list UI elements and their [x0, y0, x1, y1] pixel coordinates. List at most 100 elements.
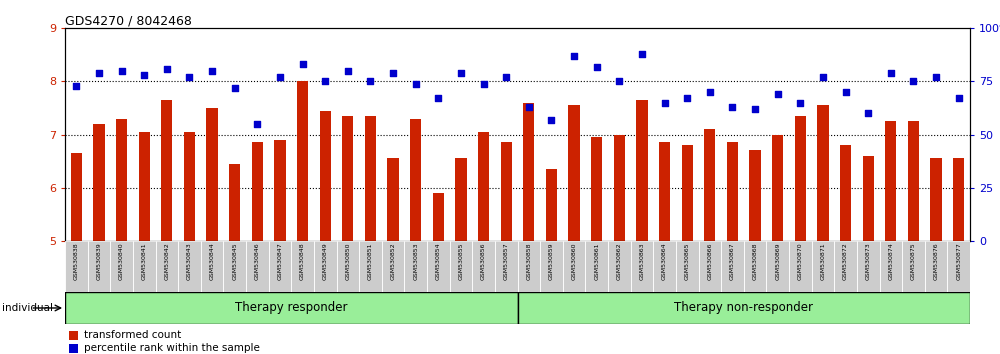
Text: GSM530848: GSM530848 [300, 242, 305, 280]
Bar [523, 103, 534, 241]
Bar [274, 140, 286, 241]
Text: GSM530868: GSM530868 [753, 242, 758, 280]
Bar [857, 241, 880, 292]
Text: GSM530870: GSM530870 [798, 242, 803, 280]
Bar [427, 241, 450, 292]
Bar [69, 331, 78, 340]
Bar [749, 150, 761, 241]
Text: GSM530864: GSM530864 [662, 242, 667, 280]
Bar [682, 145, 693, 241]
Text: GSM530857: GSM530857 [504, 242, 509, 280]
Bar [501, 143, 512, 241]
Bar [359, 241, 382, 292]
Bar [65, 241, 88, 292]
Point [227, 85, 243, 91]
Point [543, 117, 559, 122]
Bar [925, 241, 947, 292]
Text: percentile rank within the sample: percentile rank within the sample [84, 343, 260, 353]
Point [566, 53, 582, 59]
Bar [382, 241, 404, 292]
Bar [727, 143, 738, 241]
Text: GSM530867: GSM530867 [730, 242, 735, 280]
Bar [495, 241, 518, 292]
Text: GSM530845: GSM530845 [232, 242, 237, 280]
Text: GSM530874: GSM530874 [888, 242, 893, 280]
Bar [721, 241, 744, 292]
Point [317, 79, 333, 84]
Point [860, 110, 876, 116]
Bar [320, 111, 331, 241]
Text: GSM530876: GSM530876 [934, 242, 939, 280]
Point [611, 79, 627, 84]
Text: GSM530866: GSM530866 [707, 242, 712, 280]
Text: GSM530862: GSM530862 [617, 242, 622, 280]
Bar [902, 241, 925, 292]
Bar [156, 241, 178, 292]
Point [928, 74, 944, 80]
Bar [133, 241, 156, 292]
Point [136, 72, 152, 78]
Bar [636, 100, 648, 241]
Point [679, 96, 695, 101]
Bar [201, 241, 223, 292]
Point [747, 106, 763, 112]
Text: GSM530877: GSM530877 [956, 242, 961, 280]
Bar [387, 159, 399, 241]
Text: GSM530871: GSM530871 [820, 242, 825, 280]
Text: GSM530855: GSM530855 [458, 242, 463, 280]
Bar [698, 241, 721, 292]
Text: GSM530847: GSM530847 [277, 242, 282, 280]
Bar [608, 241, 631, 292]
Point [838, 89, 854, 95]
Bar [863, 156, 874, 241]
Bar [766, 241, 789, 292]
Text: GSM530856: GSM530856 [481, 242, 486, 280]
Text: GSM530843: GSM530843 [187, 242, 192, 280]
Bar [789, 241, 812, 292]
Bar [206, 108, 218, 241]
Bar [410, 119, 421, 241]
Text: GSM530859: GSM530859 [549, 242, 554, 280]
Text: GSM530849: GSM530849 [323, 242, 328, 280]
Text: GSM530850: GSM530850 [345, 242, 350, 280]
Bar [223, 241, 246, 292]
Point [724, 104, 740, 110]
Bar [659, 143, 670, 241]
Bar [404, 241, 427, 292]
Text: GSM530853: GSM530853 [413, 242, 418, 280]
Bar [161, 100, 172, 241]
Bar [546, 169, 557, 241]
Bar [93, 124, 105, 241]
Point [68, 83, 84, 88]
Text: GSM530838: GSM530838 [74, 242, 79, 280]
Bar [880, 241, 902, 292]
Bar [795, 116, 806, 241]
Bar [653, 241, 676, 292]
Bar [518, 292, 970, 324]
Bar [631, 241, 653, 292]
Text: GSM530852: GSM530852 [391, 242, 396, 280]
Bar [291, 241, 314, 292]
Bar [478, 132, 489, 241]
Bar [229, 164, 240, 241]
Text: GSM530842: GSM530842 [164, 242, 169, 280]
Bar [450, 241, 472, 292]
Bar [953, 159, 964, 241]
Point [905, 79, 921, 84]
Bar [252, 143, 263, 241]
Bar [817, 105, 829, 241]
Point [362, 79, 378, 84]
Bar [772, 135, 783, 241]
Bar [116, 119, 127, 241]
Point [340, 68, 356, 74]
Bar [88, 241, 110, 292]
Bar [472, 241, 495, 292]
Bar [563, 241, 585, 292]
Point [159, 66, 175, 72]
Point [498, 74, 514, 80]
Text: GSM530860: GSM530860 [572, 242, 577, 280]
Point [114, 68, 130, 74]
Bar [704, 129, 715, 241]
Bar [812, 241, 834, 292]
Text: GSM530869: GSM530869 [775, 242, 780, 280]
